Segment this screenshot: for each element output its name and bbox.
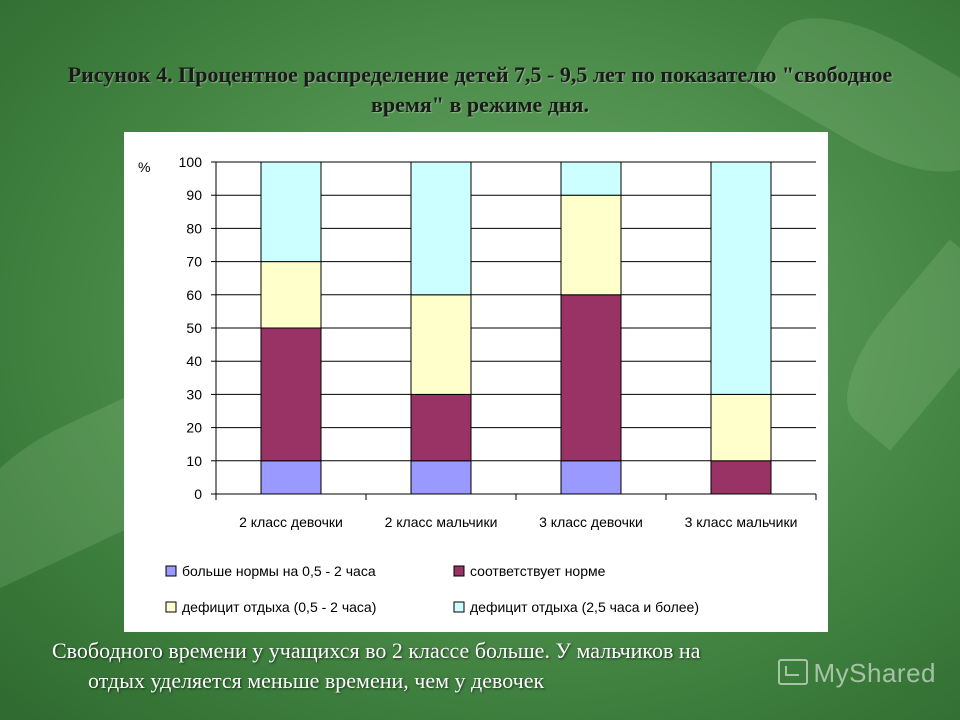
bar-segment: [410, 294, 472, 395]
bar-segment: [260, 261, 322, 329]
bar-segment: [560, 294, 622, 462]
legend-label: дефицит отдыха (0,5 - 2 часа): [182, 599, 376, 615]
legend-swatch: [453, 601, 465, 613]
y-tick-label: 60: [186, 287, 202, 303]
bar-segment: [710, 161, 772, 395]
bar-segment: [260, 327, 322, 462]
bar-segment: [260, 460, 322, 495]
x-tick-label: 2 класс мальчики: [385, 514, 498, 530]
bar-segment: [410, 460, 472, 495]
legend-label: дефицит отдыха (2,5 часа и более): [470, 599, 699, 615]
x-tick-label: 3 класс мальчики: [685, 514, 798, 530]
y-tick-label: 90: [186, 187, 202, 203]
bar-segment: [560, 460, 622, 495]
y-tick-label: 80: [186, 220, 202, 236]
legend-swatch: [165, 565, 177, 577]
y-tick-label: 20: [186, 420, 202, 436]
slide-title: Рисунок 4. Процентное распределение дете…: [67, 62, 893, 117]
x-tick-label: 3 класс девочки: [539, 514, 643, 530]
background-leaf-decoration: [821, 239, 960, 451]
bar-segment: [710, 460, 772, 495]
bar-segment: [710, 393, 772, 462]
legend-label: соответствует норме: [470, 563, 606, 579]
presentation-icon: [777, 659, 808, 685]
bar-segment: [260, 161, 322, 263]
legend-label: больше нормы на 0,5 - 2 часа: [182, 563, 376, 579]
y-tick-label: 10: [186, 453, 202, 469]
y-tick-label: 0: [194, 486, 202, 502]
caption-line-1: Свободного времени у учащихся во 2 класс…: [52, 638, 701, 663]
y-tick-label: 30: [186, 386, 202, 402]
legend-swatch: [453, 565, 465, 577]
slide-caption: Свободного времени у учащихся во 2 класс…: [52, 636, 932, 696]
bar-segment: [410, 393, 472, 462]
y-tick-label: 70: [186, 254, 202, 270]
legend-swatch: [165, 601, 177, 613]
y-tick-label: 40: [186, 353, 202, 369]
stacked-bar-chart: 0 10 20 30 40 50 60 70 80 90 100% 2 класс девочки 2 …: [138, 154, 817, 615]
caption-line-2: отдых уделяется меньше времени, чем у де…: [88, 668, 545, 693]
watermark-logo: MyShared: [777, 658, 937, 689]
chart-panel: 0 10 20 30 40 50 60 70 80 90 100% 2 класс девочки 2 …: [124, 132, 828, 632]
x-tick-label: 2 класс девочки: [239, 514, 343, 530]
y-tick-label: 100: [179, 154, 203, 170]
y-axis-label: %: [138, 159, 150, 175]
bar-segment: [560, 161, 622, 196]
watermark-text: MyShared: [813, 658, 936, 688]
bar-segment: [560, 194, 622, 296]
y-tick-label: 50: [186, 320, 202, 336]
bar-segment: [410, 161, 472, 296]
